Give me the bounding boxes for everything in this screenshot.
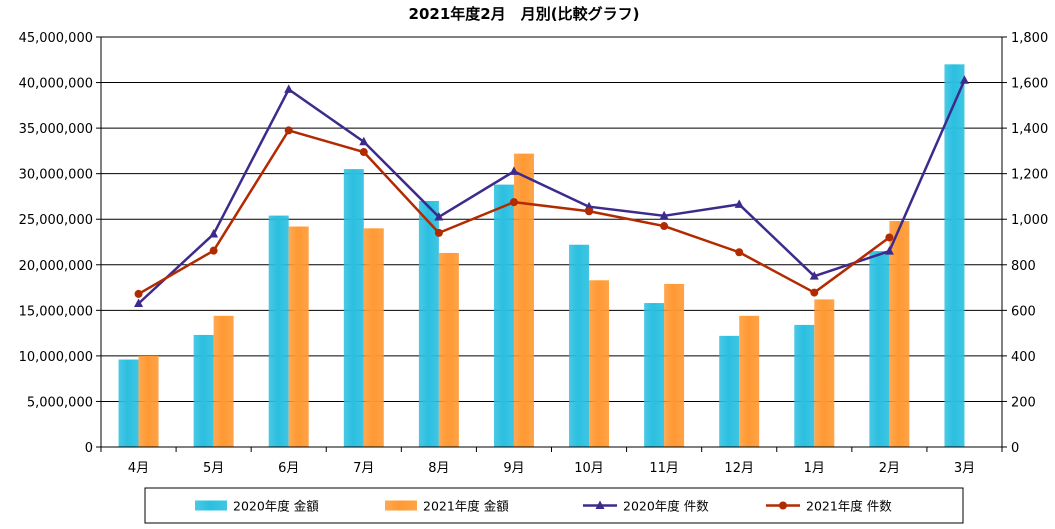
point-2021-count <box>509 198 518 207</box>
bar-2020-amount <box>343 169 364 447</box>
y-left-tick-label: 40,000,000 <box>19 77 93 92</box>
y-right-tick-label: 1,000 <box>1011 213 1048 228</box>
legend-swatch <box>195 500 227 511</box>
line-2020-count <box>137 79 966 305</box>
legend-label: 2020年度 件数 <box>623 499 709 514</box>
bar-2020-amount <box>118 359 139 447</box>
bar-2021-amount <box>513 153 534 447</box>
legend-box <box>144 487 964 524</box>
x-tick-label: 10月 <box>574 461 604 476</box>
bar-2020-amount <box>569 244 590 447</box>
bar-2020-amount <box>869 251 890 447</box>
y-right-tick-label: 800 <box>1011 259 1036 274</box>
y-right-tick-label: 0 <box>1011 441 1019 456</box>
point-2020-count <box>284 84 294 93</box>
y-right-tick-label: 1,600 <box>1011 77 1048 92</box>
x-tick-label: 7月 <box>353 461 374 476</box>
bar-2020-amount <box>719 335 740 447</box>
bar-2021-amount <box>814 299 835 447</box>
point-2020-count <box>959 75 969 84</box>
point-2021-count <box>359 148 368 157</box>
legend: 2020年度 金額 2021年度 金額 2020年度 件数 2021年度 件数 <box>144 487 964 524</box>
bar-2020-amount <box>944 64 965 447</box>
bar-2020-amount <box>794 324 815 447</box>
chart-title: 2021年度2月 月別(比較グラフ) <box>409 5 640 23</box>
point-2020-count <box>434 211 444 221</box>
y-left-tick-label: 30,000,000 <box>19 168 93 183</box>
x-tick-label: 4月 <box>128 461 149 476</box>
point-2021-count <box>810 288 819 297</box>
point-2021-count <box>660 222 669 231</box>
x-tick-label: 6月 <box>278 461 299 476</box>
point-2021-count <box>209 246 218 255</box>
bar-2021-amount <box>589 280 610 447</box>
legend-swatch <box>385 500 417 511</box>
bar-2021-amount <box>363 228 384 447</box>
bar-2020-amount <box>193 334 214 447</box>
bar-2021-amount <box>739 315 760 447</box>
x-tick-label: 12月 <box>724 461 754 476</box>
bar-2020-amount <box>493 184 514 447</box>
plot-area <box>101 37 1002 447</box>
gridlines <box>101 37 1002 447</box>
legend-marker <box>779 501 787 510</box>
y-left-tick-label: 15,000,000 <box>19 304 93 319</box>
point-2020-count <box>734 199 744 208</box>
bar-2021-amount <box>889 221 910 447</box>
y-left-tick-label: 0 <box>85 441 93 456</box>
y-left-tick-label: 20,000,000 <box>19 259 93 274</box>
y-left-tick-label: 35,000,000 <box>19 122 93 137</box>
bar-2020-amount <box>268 215 289 447</box>
legend-label: 2020年度 金額 <box>233 499 319 514</box>
legend-marker <box>595 500 605 509</box>
point-2020-count <box>809 271 819 280</box>
point-2020-count <box>359 136 369 146</box>
bar-2020-amount <box>418 201 439 447</box>
point-2021-count <box>134 289 143 298</box>
y-left-tick-label: 10,000,000 <box>19 350 93 365</box>
x-tick-label: 3月 <box>954 461 975 476</box>
point-2020-count <box>509 166 519 175</box>
bar-2021-amount <box>138 355 159 447</box>
bar-2021-amount <box>664 283 685 447</box>
axes: 0 5,000,000 10,000,000 15,000,000 20,000,000… <box>19 31 1049 476</box>
point-2021-count <box>735 248 744 257</box>
x-tick-label: 8月 <box>428 461 449 476</box>
x-tick-label: 1月 <box>804 461 825 476</box>
legend-label: 2021年度 金額 <box>423 499 509 514</box>
point-2021-count <box>885 233 894 242</box>
y-left-tick-label: 45,000,000 <box>19 31 93 46</box>
y-left-tick-label: 5,000,000 <box>27 395 93 410</box>
y-left-tick-label: 25,000,000 <box>19 213 93 228</box>
lines <box>134 75 969 307</box>
bar-2020-amount <box>644 303 665 447</box>
y-right-tick-label: 600 <box>1011 304 1036 319</box>
x-tick-label: 2月 <box>879 461 900 476</box>
point-2020-count <box>659 210 669 220</box>
point-2020-count <box>134 298 144 307</box>
point-2021-count <box>434 228 443 237</box>
x-tick-label: 9月 <box>503 461 524 476</box>
point-2021-count <box>284 126 293 135</box>
bar-2021-amount <box>288 226 309 447</box>
y-right-tick-label: 200 <box>1011 395 1036 410</box>
bars <box>118 64 965 447</box>
x-tick-label: 5月 <box>203 461 224 476</box>
point-2021-count <box>585 207 594 216</box>
y-right-tick-label: 1,800 <box>1011 31 1048 46</box>
y-right-tick-label: 1,400 <box>1011 122 1048 137</box>
x-tick-label: 11月 <box>649 461 679 476</box>
point-2020-count <box>209 229 219 238</box>
bar-2021-amount <box>438 252 459 447</box>
y-right-tick-label: 400 <box>1011 350 1036 365</box>
y-right-tick-label: 1,200 <box>1011 168 1048 183</box>
legend-label: 2021年度 件数 <box>806 499 892 514</box>
bar-2021-amount <box>213 315 234 447</box>
point-2020-count <box>884 246 894 255</box>
